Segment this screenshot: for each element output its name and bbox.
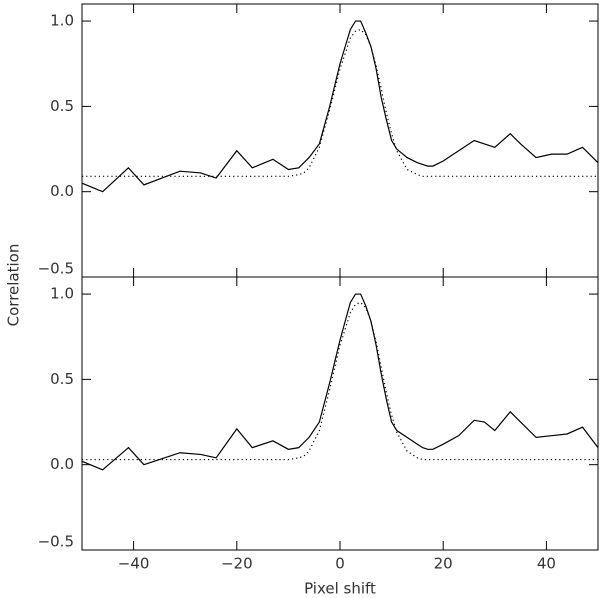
- y-tick-label: 0.5: [50, 370, 74, 388]
- x-tick-label: −40: [118, 555, 150, 573]
- y-tick-label: −0.5: [38, 533, 74, 551]
- y-tick-label: −0.5: [38, 260, 74, 278]
- data-line: [81, 293, 599, 471]
- y-tick-label: 0.0: [50, 182, 74, 200]
- data-line: [82, 28, 598, 177]
- data-line: [82, 301, 598, 461]
- y-tick-label: 0.5: [50, 97, 74, 115]
- y-tick-label: 0.0: [50, 455, 74, 473]
- x-tick-label: −20: [221, 555, 253, 573]
- x-tick-label: 20: [434, 555, 453, 573]
- data-line: [81, 20, 599, 193]
- y-tick-label: 1.0: [50, 285, 74, 303]
- x-tick-label: 40: [537, 555, 556, 573]
- x-axis-label: Pixel shift: [304, 580, 376, 598]
- y-tick-label: 1.0: [50, 12, 74, 30]
- y-axis-label: Correlation: [5, 244, 23, 327]
- x-tick-label: 0: [335, 555, 345, 573]
- plot-frame: [81, 276, 599, 551]
- plot-frame: [81, 3, 599, 278]
